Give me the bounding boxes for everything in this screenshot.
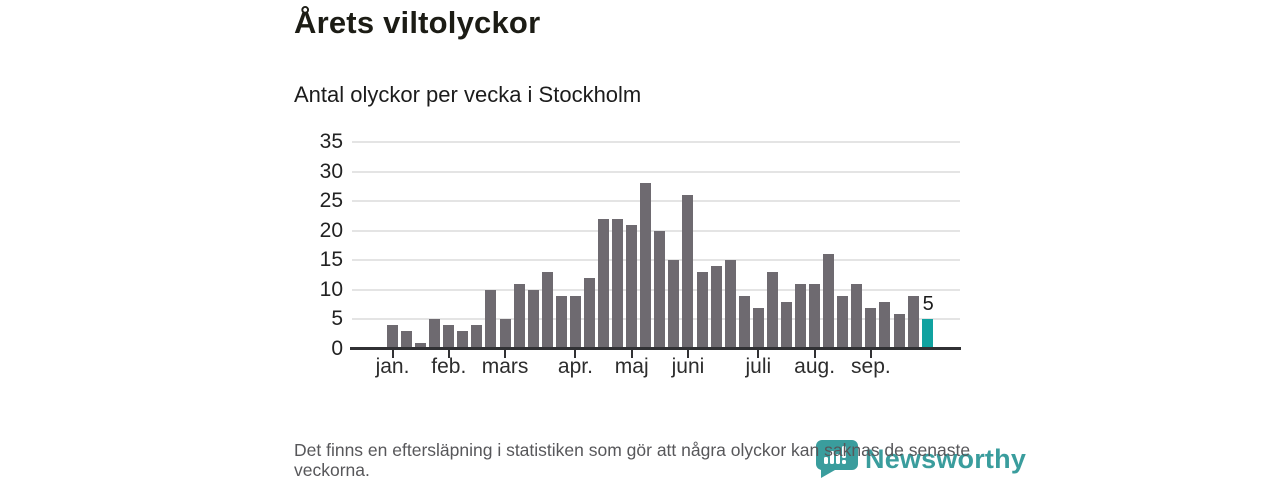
bar-week-24: [710, 266, 722, 349]
y-tick-label-35: 35: [319, 130, 343, 153]
newsworthy-logo: Newsworthy: [816, 440, 1026, 478]
x-tick-label-maj: maj: [614, 355, 649, 378]
bar-week-2: [401, 331, 413, 349]
bar-week-9: [499, 319, 511, 349]
newsworthy-bubble-chart-icon: [816, 440, 858, 478]
newsworthy-logo-text: Newsworthy: [865, 443, 1027, 474]
y-axis-labels: 0 5 10 15 20 25 30 35: [280, 131, 343, 360]
gridline-25: [352, 200, 960, 203]
x-tick-apr: [574, 350, 577, 358]
bar-week-36: [879, 301, 891, 349]
bar-week-8: [485, 289, 497, 349]
bar-week-21: [668, 260, 680, 349]
x-tick-label-jan: jan.: [375, 355, 410, 378]
gridline-35: [352, 141, 960, 143]
bar-week-35: [865, 307, 877, 349]
bar-week-1: [387, 325, 398, 349]
bar-week-5: [443, 325, 455, 349]
y-tick-label-25: 25: [319, 189, 343, 213]
page-title: Årets viltolyckor: [294, 5, 541, 40]
bar-week-33: [837, 295, 849, 349]
bar-week-11: [527, 289, 539, 349]
y-tick-label-20: 20: [319, 218, 343, 242]
y-tick-label-0: 0: [331, 337, 343, 360]
x-tick-maj: [630, 350, 633, 358]
bar-week-7: [471, 325, 483, 349]
bar-week-32: [823, 254, 835, 349]
bar-week-10: [513, 283, 525, 349]
x-tick-label-juni: juni: [671, 355, 705, 378]
bar-week-26: [738, 295, 750, 349]
y-tick-label-30: 30: [319, 159, 343, 183]
x-tick-mars: [504, 350, 507, 358]
bar-week-18: [626, 224, 638, 349]
bar-week-22: [682, 195, 694, 349]
bar-week-23: [696, 272, 708, 349]
bar-week-16: [598, 218, 610, 349]
y-tick-label-15: 15: [319, 248, 343, 272]
y-tick-label-5: 5: [331, 307, 343, 331]
x-tick-feb: [447, 350, 450, 358]
bar-week-34: [851, 283, 863, 349]
bar-week-20: [654, 230, 666, 349]
bar-week-25: [724, 260, 736, 349]
gridline-30: [352, 170, 960, 173]
bar-week-14: [569, 295, 581, 349]
x-tick-juni: [686, 350, 689, 358]
bar-week-29: [780, 301, 792, 349]
chart-footnote: Det finns en eftersläpning i statistiken…: [294, 440, 971, 480]
bar-week-6: [457, 331, 469, 349]
bar-week-19: [640, 183, 652, 349]
bar-week-31: [809, 283, 821, 349]
x-tick-label-mars: mars: [481, 355, 529, 378]
bar-week-current: [921, 319, 933, 349]
bar-week-13: [555, 295, 567, 349]
bar-week-28: [766, 272, 778, 349]
chart-subtitle: Antal olyckor per vecka i Stockholm: [294, 82, 642, 107]
bar-week-12: [541, 272, 553, 349]
x-axis-line: [350, 347, 961, 350]
bar-week-15: [583, 278, 595, 349]
x-tick-sep: [869, 350, 872, 358]
x-tick-juli: [757, 350, 760, 358]
x-tick-label-juli: juli: [745, 355, 772, 378]
current-week-value-label: 5: [922, 293, 934, 316]
bar-week-38: [907, 295, 919, 349]
bar-week-37: [893, 313, 905, 349]
plot-area: jan. feb. mars apr. maj juni juli aug. sep. 5: [350, 141, 961, 378]
x-tick-label-sep: sep.: [851, 355, 891, 378]
y-tick-label-10: 10: [319, 277, 343, 301]
x-tick-label-aug: aug.: [794, 355, 836, 378]
x-tick-label-apr: apr.: [557, 355, 593, 378]
bar-week-27: [752, 307, 764, 349]
x-tick-aug: [813, 350, 816, 358]
x-tick-label-feb: feb.: [431, 355, 467, 378]
x-tick-jan: [391, 350, 394, 358]
bar-week-3: [415, 343, 427, 349]
bar-week-30: [795, 283, 807, 349]
bar-week-17: [612, 218, 624, 349]
bar-week-4: [429, 319, 441, 349]
